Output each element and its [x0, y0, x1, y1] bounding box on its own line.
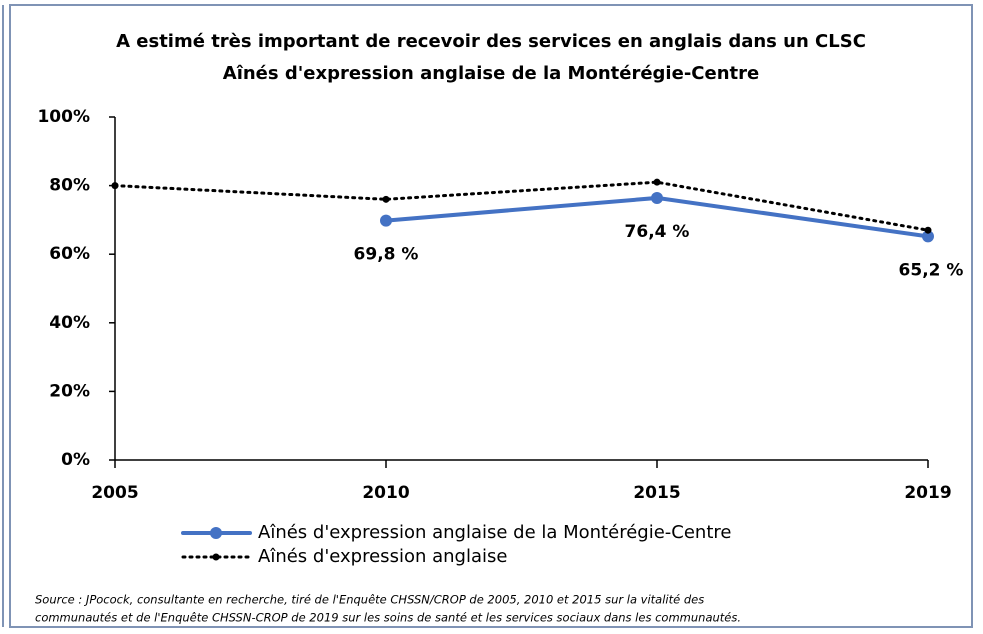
chart-frame	[9, 4, 973, 628]
y-tick-label: 20%	[49, 381, 90, 401]
series-marker	[922, 230, 934, 243]
chart-title: A estimé très important de recevoir des …	[116, 31, 866, 52]
series-line	[113, 180, 930, 232]
legend-marker	[212, 553, 220, 561]
y-tick-label: 80%	[49, 176, 90, 196]
data-label: 65,2 %	[899, 260, 964, 280]
series-marker	[651, 191, 663, 204]
series-marker	[653, 178, 661, 186]
data-label: 76,4 %	[625, 222, 690, 242]
chart-subtitle: Aînés d'expression anglaise de la Montér…	[223, 63, 759, 84]
y-tick-label: 100%	[37, 107, 90, 127]
legend-label: Aînés d'expression anglaise	[258, 546, 507, 567]
x-tick-label: 2019	[904, 483, 951, 503]
series-marker	[380, 214, 392, 227]
source-note: Source : JPocock, consultante en recherc…	[35, 593, 704, 607]
x-tick-label: 2010	[362, 483, 409, 503]
series-marker	[111, 182, 119, 190]
x-tick-label: 2015	[633, 483, 680, 503]
x-tick-label: 2005	[91, 483, 138, 503]
y-tick-label: 60%	[49, 244, 90, 264]
y-tick-label: 0%	[61, 450, 90, 470]
series-marker	[924, 226, 932, 234]
legend-marker	[210, 527, 222, 539]
y-tick-label: 40%	[49, 313, 90, 333]
source-note: communautés et de l'Enquête CHSSN-CROP d…	[35, 611, 741, 625]
data-label: 69,8 %	[354, 245, 419, 265]
series-marker	[382, 195, 390, 203]
legend-label: Aînés d'expression anglaise de la Montér…	[258, 522, 731, 543]
